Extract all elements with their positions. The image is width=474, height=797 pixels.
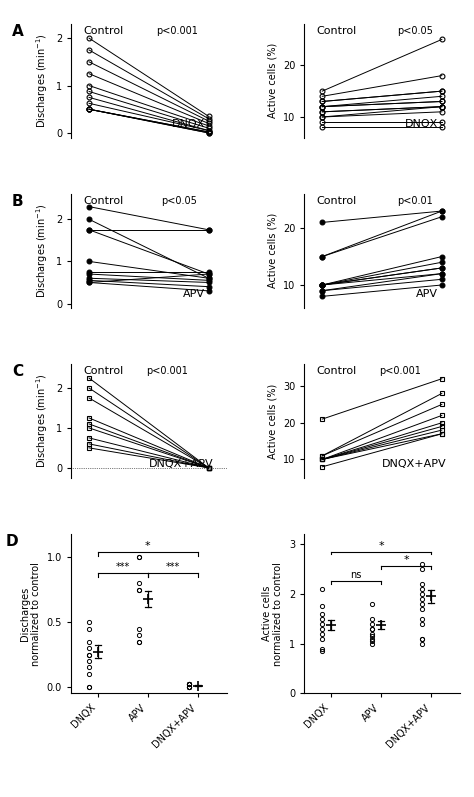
Text: *: * bbox=[378, 540, 384, 551]
Text: A: A bbox=[12, 24, 24, 39]
Text: *: * bbox=[403, 556, 409, 566]
Y-axis label: Discharges
normalized to control: Discharges normalized to control bbox=[19, 562, 41, 665]
Text: p<0.05: p<0.05 bbox=[161, 196, 197, 206]
Text: Control: Control bbox=[317, 367, 357, 376]
Text: ***: *** bbox=[166, 562, 180, 571]
Text: APV: APV bbox=[183, 289, 205, 299]
Text: p<0.001: p<0.001 bbox=[156, 26, 199, 36]
Text: Control: Control bbox=[317, 196, 357, 206]
Text: Control: Control bbox=[83, 26, 124, 36]
Text: p<0.001: p<0.001 bbox=[379, 367, 421, 376]
Text: D: D bbox=[6, 534, 18, 549]
Y-axis label: Active cells (%): Active cells (%) bbox=[267, 383, 277, 458]
Y-axis label: Active cells (%): Active cells (%) bbox=[267, 43, 277, 119]
Text: Control: Control bbox=[83, 367, 124, 376]
Text: DNQX: DNQX bbox=[172, 119, 205, 128]
Text: Control: Control bbox=[317, 26, 357, 36]
Y-axis label: Active cells
normalized to control: Active cells normalized to control bbox=[262, 562, 283, 665]
Text: B: B bbox=[12, 194, 24, 209]
Text: DNQX: DNQX bbox=[405, 119, 438, 128]
Text: ns: ns bbox=[350, 571, 362, 580]
Text: C: C bbox=[12, 364, 23, 379]
Y-axis label: Discharges (min$^{-1}$): Discharges (min$^{-1}$) bbox=[35, 374, 50, 469]
Text: ***: *** bbox=[116, 562, 130, 571]
Text: DNQX+APV: DNQX+APV bbox=[149, 459, 213, 469]
Text: *: * bbox=[145, 541, 151, 551]
Text: APV: APV bbox=[416, 289, 438, 299]
Text: p<0.05: p<0.05 bbox=[398, 26, 433, 36]
Text: p<0.01: p<0.01 bbox=[398, 196, 433, 206]
Y-axis label: Active cells (%): Active cells (%) bbox=[267, 214, 277, 289]
Text: p<0.001: p<0.001 bbox=[146, 367, 188, 376]
Text: DNQX+APV: DNQX+APV bbox=[382, 459, 447, 469]
Y-axis label: Discharges (min$^{-1}$): Discharges (min$^{-1}$) bbox=[35, 203, 50, 298]
Text: Control: Control bbox=[83, 196, 124, 206]
Y-axis label: Discharges (min$^{-1}$): Discharges (min$^{-1}$) bbox=[35, 33, 50, 128]
